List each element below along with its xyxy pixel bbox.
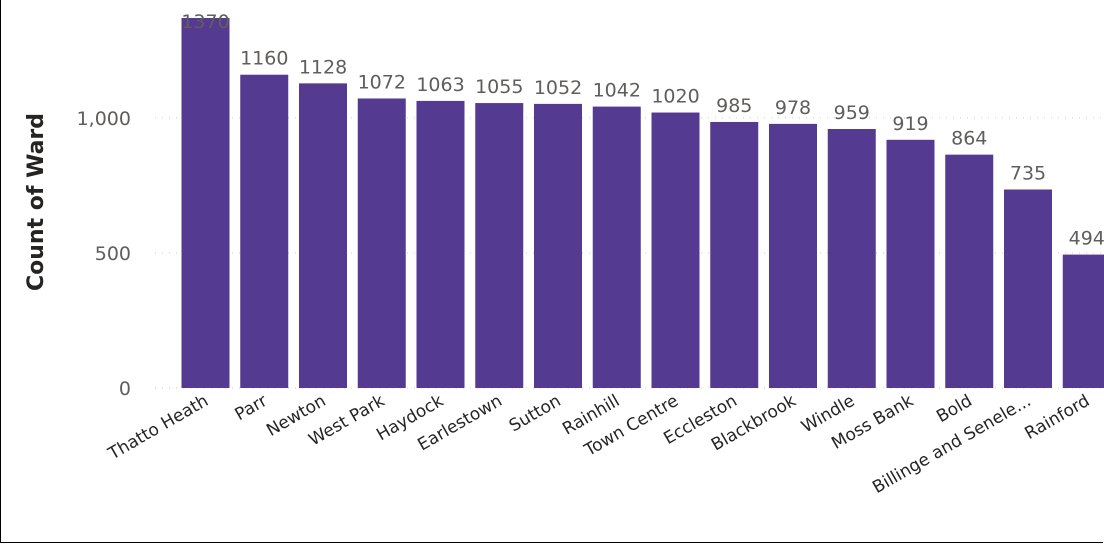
bar[interactable] (1062, 254, 1104, 388)
y-axis-ticks: 0 500 1,000 (77, 108, 131, 400)
data-label: 1063 (416, 74, 464, 96)
data-label: 919 (892, 113, 928, 135)
bar[interactable] (651, 112, 700, 389)
bar[interactable] (592, 106, 641, 389)
data-label: 1072 (358, 71, 406, 93)
data-labels: 1370 1160 1128 1072 1063 1055 1052 1042 1020 985 9… (181, 11, 1104, 250)
x-tick-label: Sutton (506, 391, 565, 436)
bar[interactable] (769, 123, 817, 388)
x-tick-label: Bold (933, 391, 976, 427)
bar[interactable] (475, 103, 524, 388)
data-label: 1055 (475, 76, 523, 98)
bar[interactable] (1004, 189, 1052, 388)
bar[interactable] (299, 83, 347, 388)
data-label: 1052 (534, 77, 582, 99)
bar[interactable] (357, 98, 406, 388)
bar[interactable] (945, 154, 994, 388)
bar[interactable] (240, 74, 289, 388)
bar[interactable] (827, 129, 876, 388)
bar[interactable] (416, 100, 465, 388)
y-axis-title: Count of Ward (24, 113, 49, 291)
data-label: 1370 (181, 11, 229, 33)
data-label: 494 (1069, 228, 1104, 250)
bars (181, 18, 1104, 389)
data-label: 985 (716, 95, 752, 117)
x-tick-label: Thatto Heath (104, 391, 212, 465)
data-label: 1020 (651, 86, 699, 108)
bar[interactable] (710, 121, 759, 389)
data-label: 959 (834, 102, 870, 124)
data-label: 978 (775, 97, 811, 119)
data-label: 864 (951, 128, 987, 150)
data-label: 1042 (593, 80, 641, 102)
bar[interactable] (181, 18, 230, 388)
x-tick-label: Rainford (1022, 391, 1094, 444)
y-tick-label: 500 (95, 243, 131, 265)
y-tick-label: 1,000 (77, 108, 131, 130)
y-tick-label: 0 (119, 378, 131, 400)
data-label: 735 (1010, 162, 1046, 184)
x-tick-label: Parr (232, 391, 271, 425)
data-label: 1160 (240, 48, 288, 70)
data-label: 1128 (299, 56, 347, 78)
bar[interactable] (886, 139, 935, 388)
bar[interactable] (534, 103, 582, 388)
